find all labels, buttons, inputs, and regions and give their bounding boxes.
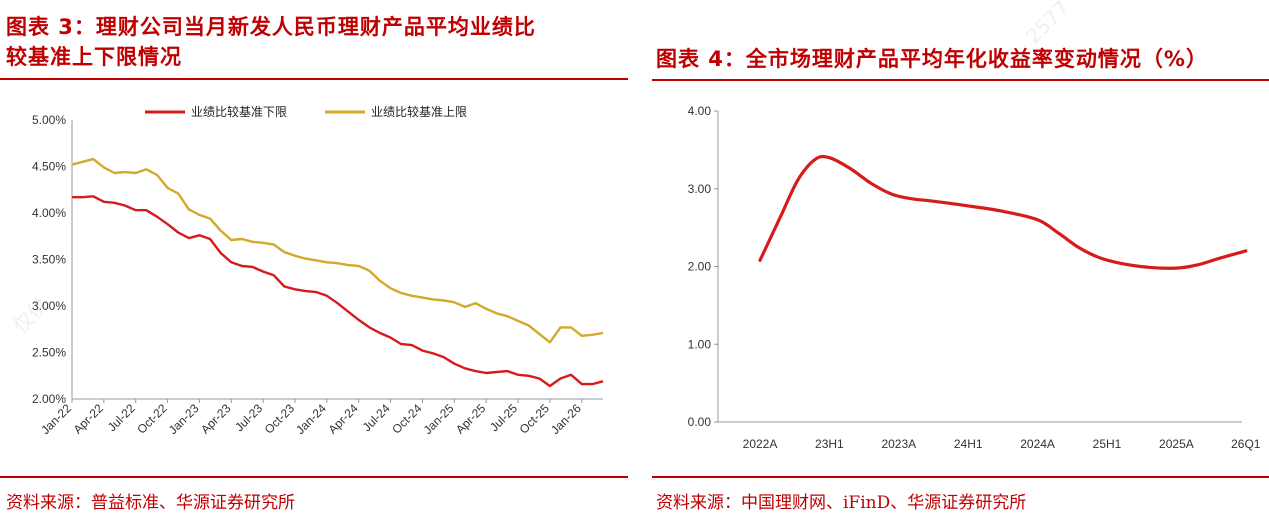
right-x-tick-label: 24H1 [954, 437, 983, 451]
right-x-tick-label: 2025A [1159, 437, 1194, 451]
right-chart-title: 图表 4：全市场理财产品平均年化收益率变动情况（%） [656, 47, 1208, 71]
left-x-tick-label: Oct-22 [134, 401, 170, 437]
left-source-note: 资料来源：普益标准、华源证券研究所 [6, 493, 295, 513]
left-x-tick-label: Jan-22 [38, 401, 74, 437]
left-x-tick-label: Apr-24 [325, 401, 361, 437]
right-x-tick-label: 2024A [1020, 437, 1055, 451]
right-y-tick-label: 1.00 [688, 337, 712, 351]
left-y-tick-label: 5.00% [32, 113, 66, 127]
right-y-tick-label: 3.00 [688, 182, 712, 196]
right-source-rule [652, 476, 1269, 478]
right-source-note: 资料来源：中国理财网、iFinD、华源证券研究所 [656, 493, 1027, 513]
left-x-tick-label: Apr-25 [453, 401, 489, 437]
left-x-tick-label: Jan-26 [548, 401, 584, 437]
left-y-tick-label: 3.50% [32, 253, 66, 267]
left-series-line-upper [71, 157, 604, 344]
left-chart-title-line2: 较基准上下限情况 [6, 45, 182, 69]
left-x-tick-label: Jul-25 [487, 401, 520, 434]
right-line-chart: 0.00 1.00 2.00 3.00 4.00 2022A 23H1 2023A 24H1 20… [688, 104, 1261, 451]
left-y-tick-label: 3.00% [32, 299, 66, 313]
right-y-tick-label: 4.00 [688, 104, 712, 118]
left-x-tick-label: Jul-24 [360, 401, 393, 434]
legend-label-upper: 业绩比较基准上限 [371, 104, 467, 119]
left-series-line-lower [72, 195, 604, 388]
right-x-tick-label: 2023A [881, 437, 916, 451]
right-x-tick-label: 23H1 [815, 437, 844, 451]
left-y-tick-label: 2.00% [32, 392, 66, 406]
left-x-tick-label: Jan-23 [166, 401, 202, 437]
right-x-tick-label: 2022A [743, 437, 778, 451]
left-x-tick-label: Oct-25 [517, 401, 553, 437]
left-y-tick-label: 4.50% [32, 160, 66, 174]
left-chart-panel: 图表 3：理财公司当月新发人民币理财产品平均业绩比 较基准上下限情况 2.00%… [0, 0, 628, 526]
left-x-tick-label: Jul-22 [105, 401, 138, 434]
right-x-tick-label: 26Q1 [1231, 437, 1261, 451]
left-x-tick-label: Oct-23 [262, 401, 298, 437]
left-y-tick-label: 2.50% [32, 346, 66, 360]
left-source-rule [0, 476, 628, 478]
left-chart-title-line1: 图表 3：理财公司当月新发人民币理财产品平均业绩比 [6, 15, 536, 39]
left-title-rule [0, 78, 628, 80]
left-y-tick-label: 4.00% [32, 206, 66, 220]
right-x-tick-label: 25H1 [1093, 437, 1122, 451]
left-line-chart: 2.00% 2.50% 3.00% 3.50% 4.00% 4.50% 5.00% Jan-2… [32, 104, 604, 437]
left-x-tick-label: Apr-22 [71, 401, 107, 437]
left-x-tick-label: Oct-24 [389, 401, 425, 437]
right-watermark: 2577 [1020, 0, 1074, 49]
left-x-tick-label: Jul-23 [232, 401, 265, 434]
left-x-tick-label: Jan-24 [293, 401, 329, 437]
right-title-rule [652, 79, 1269, 81]
legend-label-lower: 业绩比较基准下限 [191, 104, 287, 119]
left-x-tick-label: Apr-23 [198, 401, 234, 437]
left-x-tick-label: Jan-25 [421, 401, 457, 437]
right-y-tick-label: 0.00 [688, 415, 712, 429]
right-chart-panel: 图表 4：全市场理财产品平均年化收益率变动情况（%） 0.00 1.00 2.00 3… [652, 0, 1269, 526]
right-y-tick-label: 2.00 [688, 260, 712, 274]
right-series-line [758, 154, 1248, 270]
